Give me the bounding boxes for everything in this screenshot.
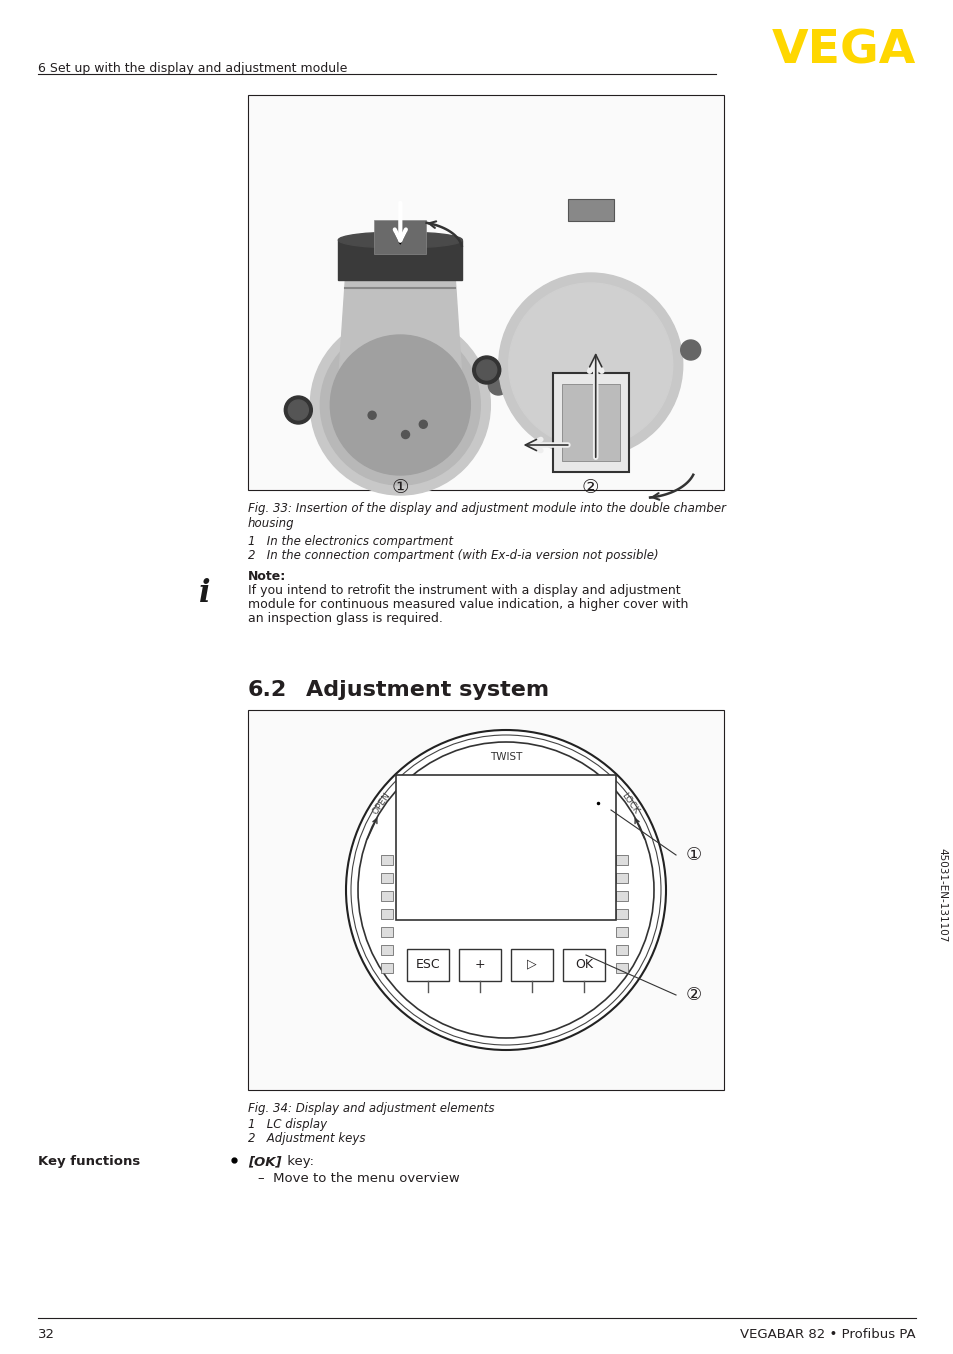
Circle shape [357,742,654,1039]
FancyBboxPatch shape [380,873,393,883]
Text: 45031-EN-131107: 45031-EN-131107 [936,848,946,942]
Text: 1   LC display: 1 LC display [248,1118,327,1131]
Text: ESC: ESC [416,957,440,971]
Text: ①: ① [685,846,701,864]
FancyBboxPatch shape [562,949,604,982]
Circle shape [401,431,409,439]
FancyBboxPatch shape [380,854,393,865]
Text: Adjustment system: Adjustment system [306,680,549,700]
Text: ▷: ▷ [527,957,537,971]
Circle shape [284,395,312,424]
Circle shape [368,412,375,420]
Circle shape [680,340,700,360]
Text: +: + [475,957,485,971]
Text: ①: ① [391,478,409,497]
FancyBboxPatch shape [616,927,627,937]
Text: ②: ② [581,478,598,497]
Circle shape [498,274,682,458]
Text: Fig. 34: Display and adjustment elements: Fig. 34: Display and adjustment elements [248,1102,494,1114]
FancyBboxPatch shape [395,774,616,919]
Text: an inspection glass is required.: an inspection glass is required. [248,612,442,626]
Text: If you intend to retrofit the instrument with a display and adjustment: If you intend to retrofit the instrument… [248,584,679,597]
Text: VEGA: VEGA [771,28,915,73]
FancyBboxPatch shape [616,854,627,865]
Text: 6 Set up with the display and adjustment module: 6 Set up with the display and adjustment… [38,62,347,74]
Circle shape [473,356,500,385]
Circle shape [351,735,660,1045]
Text: [OK]: [OK] [248,1155,281,1169]
Circle shape [508,283,672,447]
Text: ②: ② [685,986,701,1005]
Text: OPEN: OPEN [371,791,393,816]
Text: –  Move to the menu overview: – Move to the menu overview [257,1173,459,1185]
Polygon shape [338,280,462,385]
Text: Fig. 33: Insertion of the display and adjustment module into the double chamber: Fig. 33: Insertion of the display and ad… [248,502,725,515]
FancyBboxPatch shape [616,891,627,900]
Text: VEGABAR 82 • Profibus PA: VEGABAR 82 • Profibus PA [740,1328,915,1340]
Circle shape [330,334,470,475]
Circle shape [488,375,508,395]
FancyBboxPatch shape [616,873,627,883]
FancyBboxPatch shape [458,949,500,982]
Circle shape [288,399,308,420]
FancyBboxPatch shape [380,963,393,974]
Text: Key functions: Key functions [38,1155,140,1169]
Text: 1   In the electronics compartment: 1 In the electronics compartment [248,535,453,548]
Circle shape [476,360,497,380]
FancyBboxPatch shape [561,385,619,460]
Circle shape [346,730,665,1049]
Text: 6.2: 6.2 [248,680,287,700]
Text: housing: housing [248,517,294,529]
Text: LOCK: LOCK [618,791,639,815]
Polygon shape [338,240,462,280]
Text: 32: 32 [38,1328,55,1340]
FancyBboxPatch shape [380,891,393,900]
FancyBboxPatch shape [374,219,426,253]
Circle shape [419,420,427,428]
Text: key:: key: [283,1155,314,1169]
FancyBboxPatch shape [248,709,723,1090]
Text: module for continuous measured value indication, a higher cover with: module for continuous measured value ind… [248,598,688,611]
Circle shape [310,315,490,496]
Text: TWIST: TWIST [489,751,521,762]
FancyBboxPatch shape [380,927,393,937]
Text: OK: OK [575,957,593,971]
FancyBboxPatch shape [380,909,393,919]
FancyBboxPatch shape [407,949,449,982]
Text: i: i [199,578,211,609]
FancyBboxPatch shape [616,963,627,974]
Text: 2   Adjustment keys: 2 Adjustment keys [248,1132,365,1145]
FancyBboxPatch shape [248,95,723,490]
FancyBboxPatch shape [511,949,553,982]
FancyBboxPatch shape [616,909,627,919]
FancyBboxPatch shape [567,199,613,221]
Ellipse shape [338,232,462,248]
FancyBboxPatch shape [380,945,393,955]
Text: 2   In the connection compartment (with Ex-d-ia version not possible): 2 In the connection compartment (with Ex… [248,548,658,562]
Text: Note:: Note: [248,570,286,584]
Circle shape [320,325,479,485]
FancyBboxPatch shape [616,945,627,955]
FancyBboxPatch shape [552,372,628,473]
